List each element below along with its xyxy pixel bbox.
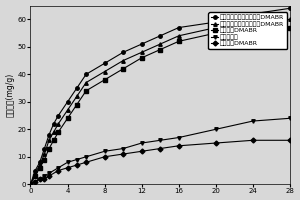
- 水热后的DMABR: [122, 153, 125, 155]
- 海泡石负DMABR: [288, 26, 292, 29]
- 水热后的DMABR: [177, 145, 181, 147]
- 短链季鄲盐改性海泡石负DMABR: [84, 73, 88, 75]
- 酸化海泡石: [38, 178, 42, 180]
- 长链季鄲盐改性海泡石负DMABR: [177, 35, 181, 37]
- 水热后的DMABR: [158, 147, 162, 150]
- 海泡石负DMABR: [38, 167, 42, 169]
- 短链季鄲盐改性海泡石负DMABR: [158, 35, 162, 37]
- 酸化海泡石: [288, 117, 292, 119]
- 酸化海泡石: [75, 158, 79, 161]
- 长链季鄲盐改性海泡石负DMABR: [140, 51, 143, 53]
- 水热后的DMABR: [140, 150, 143, 152]
- 长链季鄲盐改性海泡石负DMABR: [52, 131, 56, 133]
- 海泡石负DMABR: [47, 147, 51, 150]
- 海泡石负DMABR: [75, 103, 79, 106]
- 短链季鄲盐改性海泡石负DMABR: [56, 114, 60, 117]
- 海泡石负DMABR: [66, 117, 69, 119]
- 水热后的DMABR: [214, 142, 218, 144]
- 长链季鄲盐改性海泡石负DMABR: [29, 183, 32, 185]
- 海泡石负DMABR: [33, 175, 37, 177]
- 水热后的DMABR: [33, 180, 37, 183]
- 酸化海泡石: [103, 150, 106, 152]
- 长链季鄲盐改性海泡石负DMABR: [47, 139, 51, 141]
- 长链季鄲盐改性海泡石负DMABR: [288, 18, 292, 21]
- 长链季鄲盐改性海泡石负DMABR: [56, 123, 60, 125]
- 短链季鄲盐改性海泡石负DMABR: [29, 183, 32, 185]
- 酸化海泡石: [84, 156, 88, 158]
- 长链季鄲盐改性海泡石负DMABR: [103, 70, 106, 73]
- 长链季鄲盐改性海泡石负DMABR: [214, 26, 218, 29]
- 水热后的DMABR: [43, 178, 46, 180]
- 长链季鄲盐改性海泡石负DMABR: [158, 43, 162, 45]
- 酸化海泡石: [177, 136, 181, 139]
- 水热后的DMABR: [288, 139, 292, 141]
- 长链季鄲盐改性海泡石负DMABR: [122, 59, 125, 62]
- 长链季鄲盐改性海泡石负DMABR: [251, 21, 255, 23]
- 短链季鄲盐改性海泡石负DMABR: [75, 87, 79, 89]
- Line: 海泡石负DMABR: 海泡石负DMABR: [29, 26, 292, 186]
- 短链季鄲盐改性海泡石负DMABR: [288, 7, 292, 10]
- 海泡石负DMABR: [43, 158, 46, 161]
- 酸化海泡石: [56, 167, 60, 169]
- 水热后的DMABR: [84, 161, 88, 163]
- 水热后的DMABR: [29, 183, 32, 185]
- 酸化海泡石: [140, 142, 143, 144]
- 酸化海泡石: [43, 175, 46, 177]
- 短链季鄲盐改性海泡石负DMABR: [47, 134, 51, 136]
- 海泡石负DMABR: [29, 183, 32, 185]
- 短链季鄲盐改性海泡石负DMABR: [122, 51, 125, 53]
- 酸化海泡石: [251, 120, 255, 122]
- 酸化海泡石: [29, 183, 32, 185]
- 酸化海泡石: [214, 128, 218, 130]
- 长链季鄲盐改性海泡石负DMABR: [84, 81, 88, 84]
- Line: 酸化海泡石: 酸化海泡石: [29, 117, 292, 186]
- Line: 长链季鄲盐改性海泡石负DMABR: 长链季鄲盐改性海泡石负DMABR: [29, 18, 292, 186]
- 长链季鄲盐改性海泡石负DMABR: [43, 153, 46, 155]
- 水热后的DMABR: [251, 139, 255, 141]
- 酸化海泡石: [33, 180, 37, 183]
- 水热后的DMABR: [47, 175, 51, 177]
- 酸化海泡石: [158, 139, 162, 141]
- 水热后的DMABR: [38, 178, 42, 180]
- Line: 短链季鄲盐改性海泡石负DMABR: 短链季鄲盐改性海泡石负DMABR: [29, 7, 292, 186]
- 水热后的DMABR: [66, 167, 69, 169]
- 酸化海泡石: [47, 172, 51, 174]
- 海泡石负DMABR: [177, 40, 181, 43]
- 酸化海泡石: [122, 147, 125, 150]
- 短链季鄲盐改性海泡石负DMABR: [251, 13, 255, 15]
- 海泡石负DMABR: [214, 32, 218, 34]
- 短链季鄲盐改性海泡石负DMABR: [140, 43, 143, 45]
- 海泡石负DMABR: [251, 29, 255, 32]
- 短链季鄲盐改性海泡石负DMABR: [214, 21, 218, 23]
- 海泡石负DMABR: [84, 90, 88, 92]
- 短链季鄲盐改性海泡石负DMABR: [52, 123, 56, 125]
- Y-axis label: 去除容量(mg/g): 去除容量(mg/g): [6, 73, 15, 117]
- 酸化海泡石: [66, 161, 69, 163]
- 海泡石负DMABR: [122, 68, 125, 70]
- 海泡石负DMABR: [56, 131, 60, 133]
- 短链季鄲盐改性海泡石负DMABR: [177, 26, 181, 29]
- Line: 水热后的DMABR: 水热后的DMABR: [29, 139, 292, 186]
- 水热后的DMABR: [103, 156, 106, 158]
- 长链季鄲盐改性海泡石负DMABR: [38, 164, 42, 166]
- 海泡石负DMABR: [103, 79, 106, 81]
- 短链季鄲盐改性海泡石负DMABR: [33, 169, 37, 172]
- 短链季鄲盐改性海泡石负DMABR: [43, 147, 46, 150]
- 长链季鄲盐改性海泡石负DMABR: [75, 95, 79, 97]
- 水热后的DMABR: [75, 164, 79, 166]
- 长链季鄲盐改性海泡石负DMABR: [66, 109, 69, 111]
- 海泡石负DMABR: [140, 57, 143, 59]
- 海泡石负DMABR: [158, 48, 162, 51]
- Legend: 短链季鄲盐改性海泡石负DMABR, 长链季鄲盐改性海泡石负DMABR, 海泡石负DMABR, 酸化海泡石, 水热后的DMABR: 短链季鄲盐改性海泡石负DMABR, 长链季鄲盐改性海泡石负DMABR, 海泡石负…: [208, 12, 287, 49]
- 短链季鄲盐改性海泡石负DMABR: [103, 62, 106, 64]
- 短链季鄲盐改性海泡石负DMABR: [66, 101, 69, 103]
- 短链季鄲盐改性海泡石负DMABR: [38, 161, 42, 163]
- 水热后的DMABR: [56, 169, 60, 172]
- 海泡石负DMABR: [52, 139, 56, 141]
- 长链季鄲盐改性海泡石负DMABR: [33, 172, 37, 174]
